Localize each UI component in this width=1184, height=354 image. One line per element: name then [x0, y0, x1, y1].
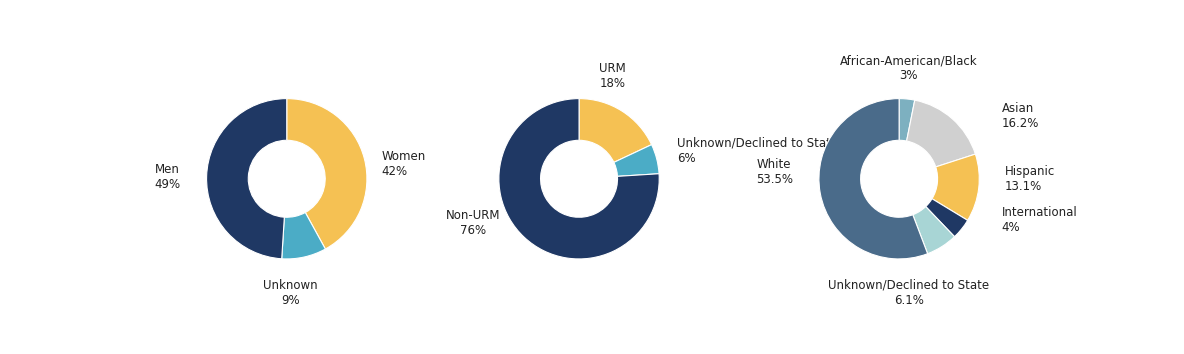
Text: Men
49%: Men 49% [155, 163, 181, 191]
Text: Asian
16.2%: Asian 16.2% [1002, 102, 1040, 130]
Text: Women
42%: Women 42% [381, 150, 425, 178]
Text: Unknown/Declined to State
6%: Unknown/Declined to State 6% [677, 137, 838, 165]
Text: URM
18%: URM 18% [599, 62, 626, 90]
Text: Non-URM
76%: Non-URM 76% [446, 209, 501, 237]
Wedge shape [287, 99, 367, 249]
Text: Unknown/Declined to State
6.1%: Unknown/Declined to State 6.1% [828, 279, 990, 307]
Text: African-American/Black
3%: African-American/Black 3% [839, 54, 978, 82]
Wedge shape [579, 99, 651, 162]
Wedge shape [613, 145, 659, 176]
Wedge shape [932, 154, 979, 220]
Wedge shape [819, 99, 927, 259]
Wedge shape [206, 99, 287, 259]
Wedge shape [913, 207, 954, 254]
Wedge shape [899, 99, 915, 141]
Text: International
4%: International 4% [1002, 206, 1077, 234]
Wedge shape [926, 199, 967, 237]
Text: Hispanic
13.1%: Hispanic 13.1% [1005, 165, 1055, 193]
Wedge shape [498, 99, 659, 259]
Wedge shape [282, 212, 326, 259]
Text: Unknown
9%: Unknown 9% [264, 279, 318, 307]
Wedge shape [907, 100, 976, 167]
Text: White
53.5%: White 53.5% [757, 158, 793, 186]
